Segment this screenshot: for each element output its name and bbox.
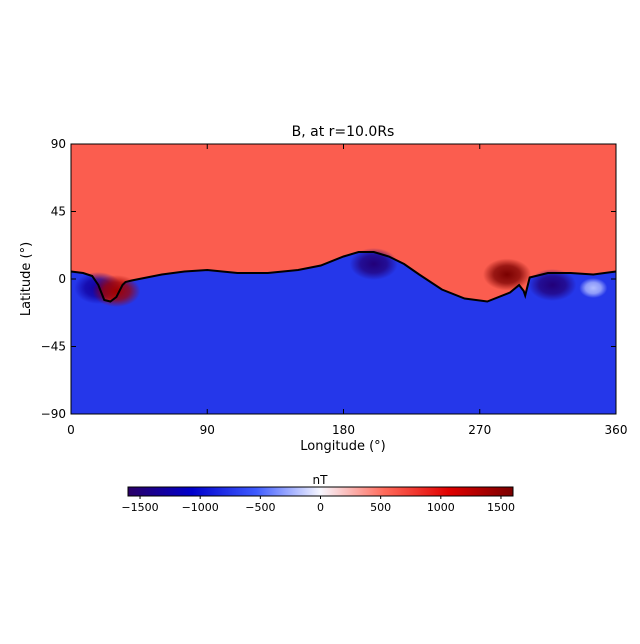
y-tick-label: 45 — [51, 205, 66, 219]
x-tick-label: 360 — [605, 423, 628, 437]
colorbar-tick-label: −500 — [245, 501, 275, 514]
x-tick-label: 0 — [67, 423, 75, 437]
colorbar-ticks: −1500 −1000 −500 0 500 1000 1500 — [121, 496, 515, 514]
neutral-line — [71, 251, 616, 303]
colorbar-tick-label: 1500 — [487, 501, 515, 514]
x-tick-label: 180 — [332, 423, 355, 437]
y-axis-label: Latitude (°) — [19, 242, 34, 316]
south-field-region — [71, 252, 616, 414]
colorbar-tick-label: 500 — [370, 501, 391, 514]
field-feature — [483, 258, 531, 291]
colorbar-label: nT — [313, 473, 329, 487]
y-tick-label: −45 — [41, 340, 66, 354]
y-axis: 90 45 0 −45 −90 — [41, 137, 616, 421]
y-tick-label: −90 — [41, 407, 66, 421]
colorbar — [127, 486, 514, 497]
field-features — [74, 248, 608, 307]
colorbar-tick-label: −1000 — [182, 501, 219, 514]
field-feature — [528, 269, 577, 301]
plot-area — [71, 144, 616, 414]
x-tick-label: 270 — [468, 423, 491, 437]
x-tick-label: 90 — [200, 423, 215, 437]
field-feature — [579, 278, 608, 298]
colorbar-tick-label: 1000 — [427, 501, 455, 514]
x-axis: 0 90 180 270 360 — [67, 144, 627, 437]
y-tick-label: 0 — [58, 272, 66, 286]
y-tick-label: 90 — [51, 137, 66, 151]
colorbar-tick-label: −1500 — [121, 501, 158, 514]
colorbar-tick-label: 0 — [317, 501, 324, 514]
x-axis-label: Longitude (°) — [300, 439, 385, 454]
chart-title: B, at r=10.0Rs — [292, 124, 395, 140]
